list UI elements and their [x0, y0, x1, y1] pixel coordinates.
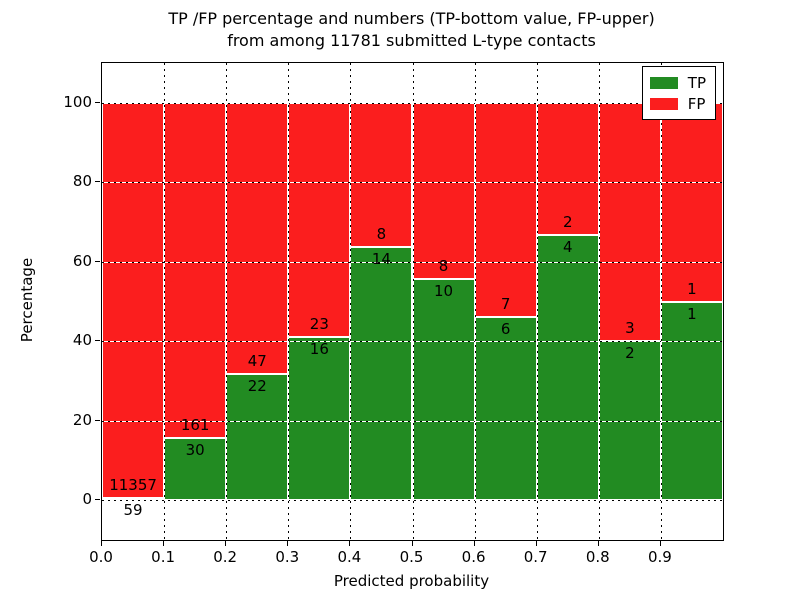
x-tick-0.3 [287, 540, 289, 546]
fp-count-label-0: 11357 [109, 476, 157, 495]
legend-item-fp: FP [649, 93, 706, 114]
bar-segment-fp-8 [598, 102, 661, 342]
fp-count-label-3: 23 [309, 315, 329, 334]
bar-segment-fp-3 [288, 102, 351, 338]
bar-segment-fp-6 [474, 102, 537, 317]
grid-layer [102, 63, 723, 540]
tp-count-label-5: 10 [434, 282, 454, 301]
y-tick-label-60: 60 [72, 251, 92, 270]
gridline-x-0.6 [474, 63, 476, 540]
bar-segment-fp-5 [412, 102, 475, 280]
bar-segment-fp-9 [660, 102, 723, 302]
gridline-x-0.5 [412, 63, 414, 540]
chart-title-line1: TP /FP percentage and numbers (TP-bottom… [168, 9, 655, 28]
y-axis-label: Percentage [18, 257, 36, 343]
chart-title-line2: from among 11781 submitted L-type contac… [227, 31, 596, 50]
y-tick-20 [95, 419, 100, 421]
fp-count-label-4: 8 [376, 225, 387, 244]
x-axis-label: Predicted probability [333, 572, 490, 590]
gridline-x-0.9 [660, 63, 662, 540]
x-tick-label-0.4: 0.4 [337, 548, 362, 566]
bar-segment-tp-4 [350, 247, 413, 501]
gridline-x-0.1 [164, 63, 166, 540]
x-tick-label-0.0: 0.0 [89, 548, 113, 566]
x-tick-label-0.7: 0.7 [523, 548, 548, 566]
tp-count-label-2: 22 [247, 376, 267, 395]
tp-count-label-4: 14 [371, 250, 391, 269]
x-tick-0.2 [225, 540, 227, 546]
gridline-x-0.8 [598, 63, 600, 540]
y-tick-label-40: 40 [72, 331, 92, 350]
bar-segment-fp-4 [350, 102, 413, 248]
y-tick-0 [95, 499, 100, 501]
y-tick-label-100: 100 [63, 92, 92, 111]
x-tick-label-0.9: 0.9 [647, 548, 672, 566]
x-tick-label-0.3: 0.3 [275, 548, 300, 566]
fp-count-label-9: 1 [687, 279, 697, 298]
y-tick-60 [95, 260, 100, 262]
y-tick-40 [95, 340, 100, 342]
bar-segment-fp-7 [536, 102, 599, 236]
x-tick-0.0 [101, 540, 102, 546]
bar-segment-tp-0 [102, 498, 165, 501]
x-tick-0.6 [473, 540, 475, 546]
bar-segment-tp-9 [660, 301, 723, 501]
y-tick-100 [95, 101, 100, 103]
bar-labels-layer: 11357 59 161 30 47 22 23 16 8 14 8 10 7 6 2 4 3 2 1 1 [102, 63, 723, 540]
bars-layer [102, 63, 723, 540]
legend: TP FP [641, 66, 716, 120]
bar-segment-tp-3 [288, 337, 351, 501]
x-tick-label-0.1: 0.1 [151, 548, 176, 566]
plot-area: 11357 59 161 30 47 22 23 16 8 14 8 10 7 6 2 4 3 2 1 1 TP FP [101, 62, 724, 541]
x-tick-0.1 [163, 540, 165, 546]
y-tick-label-0: 0 [82, 490, 92, 509]
fp-count-label-7: 2 [562, 213, 573, 232]
gridline-x-0.4 [350, 63, 352, 540]
y-tick-80 [95, 181, 100, 183]
fp-count-label-2: 47 [247, 351, 267, 370]
legend-label-tp: TP [687, 73, 706, 92]
legend-swatch-fp [649, 97, 678, 110]
x-tick-label-0.6: 0.6 [461, 548, 486, 566]
fp-count-label-1: 161 [180, 415, 210, 434]
y-tick-label-80: 80 [72, 172, 92, 191]
tp-count-label-0: 59 [123, 501, 143, 520]
x-tick-0.8 [597, 540, 599, 546]
x-tick-label-0.5: 0.5 [399, 548, 424, 566]
bar-segment-tp-2 [226, 373, 289, 501]
fp-count-label-8: 3 [625, 319, 635, 338]
x-tick-label-0.8: 0.8 [585, 548, 610, 566]
chart-title: TP /FP percentage and numbers (TP-bottom… [101, 8, 722, 52]
bar-segment-tp-7 [536, 235, 599, 501]
fp-count-label-5: 8 [438, 257, 449, 276]
legend-item-tp: TP [649, 72, 706, 93]
x-tick-0.9 [659, 540, 661, 546]
legend-swatch-tp [649, 76, 678, 89]
gridline-x-0.7 [536, 63, 538, 540]
gridline-x-0.3 [288, 63, 290, 540]
bar-segment-fp-1 [164, 102, 227, 438]
gridline-x-0.2 [226, 63, 228, 540]
tp-count-label-1: 30 [185, 440, 205, 459]
tp-count-label-3: 16 [309, 340, 329, 359]
tp-count-label-7: 4 [562, 238, 573, 257]
x-tick-0.5 [411, 540, 413, 546]
tp-count-label-8: 2 [625, 344, 635, 363]
tp-count-label-9: 1 [687, 304, 697, 323]
fp-count-label-6: 7 [500, 294, 511, 313]
x-tick-0.4 [349, 540, 351, 546]
tp-count-label-6: 6 [500, 319, 511, 338]
x-tick-label-0.2: 0.2 [213, 548, 238, 566]
bar-segment-fp-0 [102, 102, 165, 499]
legend-label-fp: FP [687, 94, 706, 113]
x-tick-0.7 [535, 540, 537, 546]
y-tick-label-20: 20 [72, 410, 92, 429]
